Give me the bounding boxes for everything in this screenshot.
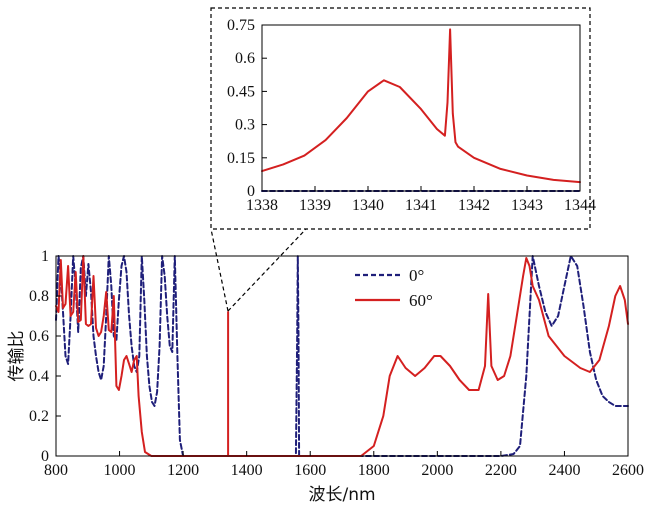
- x-tick-label: 2200: [485, 462, 517, 479]
- main-chart: 800 1000 1200 1400 1600 1800 2000 2200 2400 2600 0…: [7, 248, 644, 505]
- y-tick-label: 0.6: [235, 50, 255, 67]
- x-tick-label: 2600: [612, 462, 644, 479]
- x-tick-label: 1400: [231, 462, 263, 479]
- x-tick-label: 1342: [458, 197, 490, 214]
- legend-label-60deg: 60°: [409, 291, 433, 310]
- x-tick-label: 800: [44, 462, 68, 479]
- zoom-callout: [210, 7, 591, 312]
- main-series-line-0: [55, 255, 629, 457]
- y-tick-label: 1: [41, 248, 49, 265]
- x-tick-label: 1339: [299, 197, 331, 214]
- main-ticks: 800 1000 1200 1400 1600 1800 2000 2200 2400 2600 0…: [29, 248, 644, 479]
- main-plot-frame: [55, 255, 629, 457]
- y-tick-label: 0.3: [235, 117, 255, 134]
- y-tick-label: 0.45: [227, 83, 255, 100]
- x-tick-label: 1338: [246, 197, 278, 214]
- x-tick-label: 1800: [358, 462, 390, 479]
- main-y-axis-label: 传输比: [7, 331, 27, 382]
- x-tick-label: 2000: [421, 462, 453, 479]
- inset-series-line-1: [261, 28, 581, 184]
- y-tick-label: 0.75: [227, 17, 255, 34]
- legend: 0° 60°: [355, 266, 433, 310]
- y-tick-label: 0.8: [29, 288, 49, 305]
- x-tick-label: 2400: [548, 462, 580, 479]
- y-tick-label: 0.4: [29, 368, 49, 385]
- legend-label-0deg: 0°: [409, 266, 424, 285]
- x-tick-label: 1200: [167, 462, 199, 479]
- x-tick-label: 1341: [405, 197, 437, 214]
- y-tick-label: 0.6: [29, 328, 49, 345]
- x-tick-label: 1340: [352, 197, 384, 214]
- x-tick-label: 1344: [564, 197, 596, 214]
- main-x-axis-label: 波长/nm: [308, 485, 375, 505]
- callout-line-right: [227, 228, 307, 312]
- x-tick-label: 1000: [104, 462, 136, 479]
- y-tick-label: 0: [41, 448, 49, 465]
- y-tick-label: 0.15: [227, 150, 255, 167]
- x-tick-label: 1600: [294, 462, 326, 479]
- x-tick-label: 1343: [511, 197, 543, 214]
- inset-ticks: 1338 1339 1340 1341 1342 1343 1344 0 0.15 0.3 0.45…: [227, 17, 596, 214]
- y-tick-label: 0.2: [29, 408, 49, 425]
- inset-chart: 1338 1339 1340 1341 1342 1343 1344 0 0.15 0.3 0.45…: [227, 17, 596, 214]
- y-tick-label: 0: [247, 183, 255, 200]
- inset-dashed-frame: [210, 7, 591, 230]
